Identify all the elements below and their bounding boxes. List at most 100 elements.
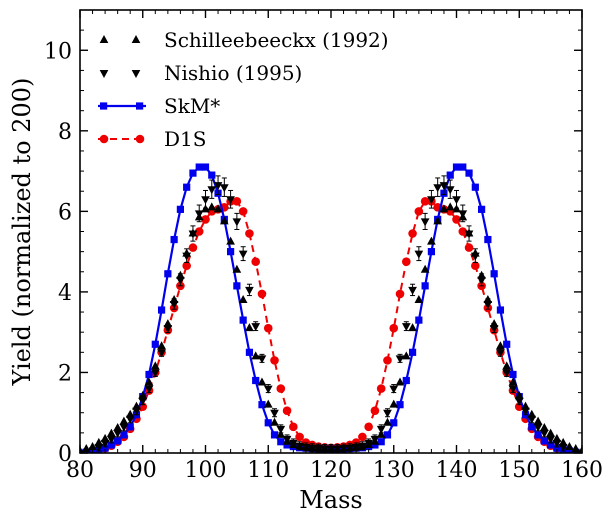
- data-point-nishio: [289, 439, 298, 448]
- data-point-skm: [252, 376, 260, 385]
- data-point-skm: [151, 340, 159, 348]
- data-point-nishio: [401, 323, 411, 332]
- data-point-nishio: [414, 250, 424, 259]
- data-point-d1s: [408, 229, 417, 238]
- data-point-d1s: [364, 422, 373, 432]
- data-point-nishio: [508, 385, 518, 394]
- data-point-schilleebeeckx: [571, 443, 581, 452]
- data-point-d1s: [458, 227, 468, 236]
- data-point-skm: [459, 163, 467, 171]
- data-point-d1s: [383, 356, 392, 365]
- data-point-schilleebeeckx: [245, 323, 254, 332]
- data-point-nishio: [514, 397, 524, 406]
- data-point-nishio: [276, 425, 286, 434]
- data-point-nishio: [182, 252, 192, 261]
- y-tick-label: 2: [58, 361, 72, 386]
- legend-label: Nishio (1995): [164, 61, 302, 85]
- data-point-nishio: [138, 397, 148, 406]
- data-point-schilleebeeckx: [496, 341, 505, 350]
- data-point-nishio: [464, 230, 474, 239]
- data-point-nishio: [540, 429, 549, 438]
- data-point-nishio: [201, 196, 210, 205]
- data-point-nishio: [226, 196, 235, 205]
- x-tick-label: 110: [247, 458, 289, 483]
- data-point-skm: [553, 444, 561, 452]
- data-point-nishio: [558, 443, 568, 452]
- data-point-skm: [528, 423, 536, 431]
- data-point-schilleebeeckx: [219, 216, 229, 225]
- data-point-d1s: [257, 289, 267, 299]
- data-point-nishio: [307, 444, 317, 453]
- data-point-schilleebeeckx: [263, 399, 273, 408]
- data-point-nishio: [94, 443, 104, 452]
- data-point-d1s: [402, 257, 411, 267]
- data-point-skm: [201, 163, 210, 171]
- x-tick-label: 150: [498, 458, 540, 483]
- data-point-skm: [421, 282, 429, 290]
- data-point-schilleebeeckx: [389, 399, 399, 408]
- series-skm: [80, 163, 582, 453]
- series-line-skm: [80, 166, 582, 453]
- legend-marker: [100, 102, 108, 110]
- data-point-nishio: [452, 196, 461, 205]
- data-point-nishio: [107, 435, 116, 444]
- data-point-schilleebeeckx: [125, 409, 135, 418]
- data-point-skm: [490, 270, 498, 278]
- data-point-skm: [145, 370, 153, 379]
- data-point-schilleebeeckx: [163, 319, 173, 328]
- data-point-schilleebeeckx: [489, 319, 499, 328]
- axis-ticks: [79, 10, 583, 454]
- data-point-nishio: [295, 442, 304, 451]
- data-point-nishio: [332, 445, 342, 453]
- data-point-nishio: [383, 409, 392, 418]
- data-point-nishio: [119, 423, 129, 432]
- data-point-skm: [427, 248, 435, 256]
- data-point-nishio: [270, 409, 279, 418]
- data-point-nishio: [100, 439, 110, 448]
- data-point-schilleebeeckx: [232, 264, 242, 273]
- data-point-nishio: [125, 415, 135, 424]
- data-point-skm: [408, 348, 417, 356]
- data-point-skm: [120, 431, 128, 439]
- data-point-skm: [176, 205, 184, 213]
- data-point-d1s: [232, 196, 242, 206]
- data-point-schilleebeeckx: [552, 433, 562, 442]
- data-point-nishio: [477, 276, 486, 285]
- data-point-skm: [114, 437, 122, 445]
- data-point-nishio: [132, 407, 141, 416]
- data-point-nishio: [150, 369, 160, 378]
- data-point-nishio: [521, 407, 530, 416]
- data-point-schilleebeeckx: [395, 377, 405, 386]
- y-axis-label: Yield (normalized to 200): [8, 78, 36, 387]
- data-point-skm: [534, 431, 542, 439]
- data-point-skm: [540, 437, 548, 445]
- data-point-nishio: [113, 429, 122, 438]
- data-point-schilleebeeckx: [226, 236, 235, 245]
- data-point-schilleebeeckx: [150, 361, 160, 370]
- data-point-skm: [390, 419, 398, 427]
- y-tick-label: 10: [44, 39, 72, 64]
- data-point-schilleebeeckx: [527, 409, 537, 418]
- data-point-nishio: [320, 445, 330, 453]
- data-point-nishio: [282, 435, 292, 444]
- data-point-schilleebeeckx: [213, 204, 223, 213]
- data-point-schilleebeeckx: [144, 377, 154, 386]
- data-point-schilleebeeckx: [414, 294, 424, 303]
- data-point-skm: [371, 441, 379, 449]
- data-point-skm: [415, 316, 423, 324]
- data-point-nishio: [238, 250, 248, 259]
- data-point-schilleebeeckx: [502, 361, 512, 370]
- legend-marker: [135, 134, 145, 144]
- data-point-schilleebeeckx: [251, 351, 261, 360]
- data-point-d1s: [358, 432, 367, 442]
- data-point-skm: [471, 183, 479, 191]
- data-point-nishio: [370, 435, 380, 444]
- data-point-schilleebeeckx: [80, 445, 84, 453]
- data-point-schilleebeeckx: [445, 202, 455, 211]
- data-point-skm: [107, 441, 115, 449]
- data-point-d1s: [395, 289, 405, 299]
- data-point-d1s: [245, 229, 254, 238]
- data-point-d1s: [263, 323, 273, 333]
- data-point-d1s: [289, 422, 298, 432]
- data-point-schilleebeeckx: [88, 441, 97, 450]
